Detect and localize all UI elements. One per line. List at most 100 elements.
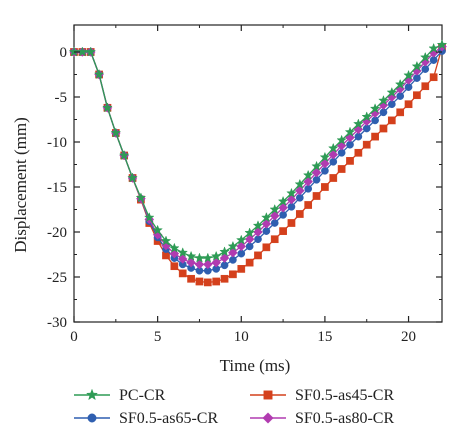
data-point bbox=[354, 148, 363, 157]
data-point bbox=[236, 241, 247, 252]
y-tick-label: -20 bbox=[47, 225, 67, 241]
data-point bbox=[245, 258, 254, 267]
legend: PC-CR SF0.5-as45-CR SF0.5-as65-CR SF0.5-as8… bbox=[74, 387, 394, 427]
data-point bbox=[187, 274, 195, 283]
data-point bbox=[436, 39, 448, 50]
data-point bbox=[135, 192, 147, 203]
data-point bbox=[194, 259, 205, 270]
data-point bbox=[286, 187, 297, 198]
data-point bbox=[279, 227, 287, 235]
data-point bbox=[93, 68, 105, 80]
data-point bbox=[269, 210, 280, 221]
data-point bbox=[369, 103, 381, 114]
data-point bbox=[177, 247, 189, 258]
data-point bbox=[386, 86, 398, 98]
data-point bbox=[295, 210, 304, 218]
data-point bbox=[219, 246, 230, 257]
data-point bbox=[328, 149, 339, 160]
data-point bbox=[304, 201, 313, 209]
x-tick-label: 10 bbox=[234, 329, 249, 345]
data-point bbox=[118, 149, 130, 161]
x-tick-label: 0 bbox=[70, 329, 78, 345]
y-tick-label: -30 bbox=[47, 315, 67, 331]
legend-item: SF0.5-as45-CR bbox=[250, 387, 394, 404]
data-point bbox=[185, 250, 197, 261]
data-point bbox=[253, 227, 263, 237]
data-point bbox=[237, 265, 246, 273]
data-point bbox=[229, 270, 237, 279]
data-point bbox=[396, 108, 405, 117]
y-axis-label: Displacement (mm) bbox=[11, 117, 30, 253]
data-point bbox=[403, 69, 414, 80]
data-point bbox=[378, 95, 389, 106]
y-tick-label: 0 bbox=[60, 45, 68, 61]
data-point bbox=[320, 158, 330, 169]
data-point bbox=[394, 78, 406, 89]
data-point bbox=[294, 178, 306, 189]
legend-item: SF0.5-as80-CR bbox=[250, 410, 394, 427]
data-point bbox=[361, 111, 373, 122]
data-point bbox=[261, 212, 272, 223]
data-point bbox=[110, 127, 122, 138]
data-point bbox=[286, 194, 297, 205]
data-point bbox=[211, 257, 222, 268]
data-point bbox=[262, 243, 271, 252]
legend-marker bbox=[263, 390, 273, 400]
data-point bbox=[186, 257, 196, 268]
data-point bbox=[421, 82, 430, 91]
x-tick-label: 5 bbox=[154, 329, 162, 345]
data-point bbox=[329, 174, 338, 182]
data-point bbox=[312, 192, 321, 200]
data-point bbox=[270, 235, 279, 244]
y-tick-label: -5 bbox=[55, 90, 68, 106]
y-tick-label: -15 bbox=[47, 180, 67, 196]
data-point bbox=[235, 234, 247, 245]
data-point bbox=[362, 140, 371, 149]
data-point bbox=[411, 60, 423, 71]
data-point bbox=[85, 46, 97, 57]
data-point bbox=[210, 250, 222, 261]
data-point bbox=[220, 274, 229, 283]
data-point bbox=[202, 252, 214, 263]
legend-item: PC-CR bbox=[74, 387, 166, 404]
data-point bbox=[346, 157, 354, 165]
data-point bbox=[311, 160, 322, 171]
data-point bbox=[170, 262, 179, 271]
x-tick-label: 20 bbox=[401, 329, 416, 345]
legend-label: SF0.5-as45-CR bbox=[295, 387, 394, 404]
data-point bbox=[379, 124, 388, 133]
data-point bbox=[202, 259, 213, 270]
data-point bbox=[336, 134, 347, 145]
data-point bbox=[404, 100, 413, 109]
data-point bbox=[321, 183, 329, 191]
data-point bbox=[337, 165, 346, 173]
data-point bbox=[178, 269, 187, 278]
data-point bbox=[152, 224, 163, 235]
y-tick-label: -25 bbox=[47, 270, 67, 286]
data-point bbox=[353, 118, 364, 129]
legend-label: SF0.5-as65-CR bbox=[119, 410, 218, 427]
legend-label: PC-CR bbox=[119, 387, 166, 404]
y-tick-label: -10 bbox=[47, 135, 67, 151]
data-point bbox=[302, 169, 314, 180]
data-point bbox=[195, 277, 204, 286]
data-point bbox=[252, 220, 264, 231]
data-point bbox=[177, 254, 188, 264]
series-line bbox=[74, 47, 443, 284]
data-point bbox=[294, 185, 305, 196]
data-point bbox=[371, 132, 379, 141]
data-point bbox=[102, 102, 113, 113]
legend-marker bbox=[87, 413, 97, 423]
data-point bbox=[311, 167, 322, 178]
legend-marker bbox=[262, 412, 274, 424]
data-point bbox=[429, 73, 438, 82]
data-point bbox=[303, 176, 314, 187]
data-point bbox=[228, 247, 238, 258]
data-point bbox=[278, 202, 288, 213]
data-point bbox=[169, 242, 180, 253]
axes-layer: 0 5 10 15 20 0 -5 -10 -15 -20 -25 -30 bbox=[47, 25, 442, 345]
data-point bbox=[344, 126, 356, 137]
series-SF0.5-as45-CR bbox=[70, 43, 446, 287]
plot-frame bbox=[73, 24, 443, 323]
data-point bbox=[227, 240, 239, 251]
